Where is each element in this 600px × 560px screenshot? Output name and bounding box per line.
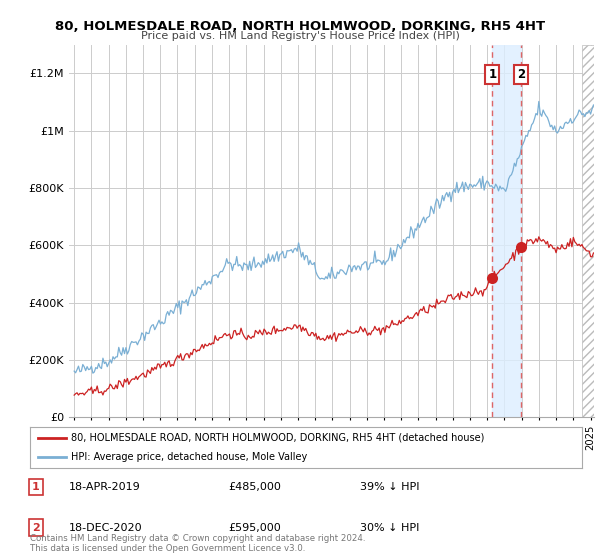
- Text: HPI: Average price, detached house, Mole Valley: HPI: Average price, detached house, Mole…: [71, 451, 308, 461]
- Text: 1: 1: [32, 482, 40, 492]
- Text: Contains HM Land Registry data © Crown copyright and database right 2024.
This d: Contains HM Land Registry data © Crown c…: [30, 534, 365, 553]
- Text: 2: 2: [517, 68, 525, 81]
- Text: 18-DEC-2020: 18-DEC-2020: [69, 522, 143, 533]
- Text: 80, HOLMESDALE ROAD, NORTH HOLMWOOD, DORKING, RH5 4HT: 80, HOLMESDALE ROAD, NORTH HOLMWOOD, DOR…: [55, 20, 545, 32]
- Text: 2: 2: [32, 522, 40, 533]
- Text: 18-APR-2019: 18-APR-2019: [69, 482, 141, 492]
- Text: 30% ↓ HPI: 30% ↓ HPI: [360, 522, 419, 533]
- Text: £485,000: £485,000: [228, 482, 281, 492]
- Text: 1: 1: [488, 68, 496, 81]
- Text: Price paid vs. HM Land Registry's House Price Index (HPI): Price paid vs. HM Land Registry's House …: [140, 31, 460, 41]
- Text: £595,000: £595,000: [228, 522, 281, 533]
- Text: 80, HOLMESDALE ROAD, NORTH HOLMWOOD, DORKING, RH5 4HT (detached house): 80, HOLMESDALE ROAD, NORTH HOLMWOOD, DOR…: [71, 433, 485, 443]
- Text: 39% ↓ HPI: 39% ↓ HPI: [360, 482, 419, 492]
- Bar: [492, 45, 521, 417]
